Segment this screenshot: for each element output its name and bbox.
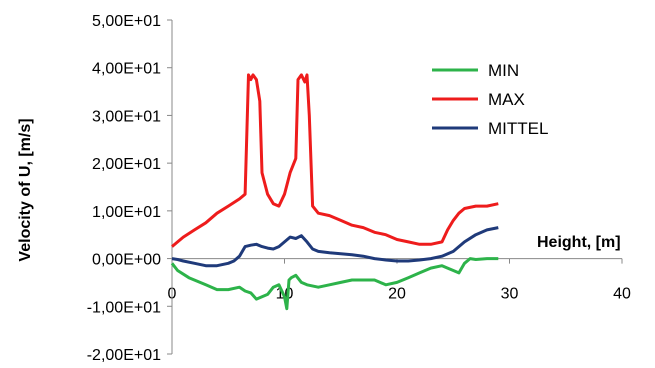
y-tick-label: 1,00E+01: [92, 204, 161, 221]
y-tick-label: 5,00E+01: [92, 13, 161, 30]
x-tick-label: 30: [501, 286, 519, 303]
y-axis-title: Velocity of U, [m/s]: [17, 118, 34, 261]
legend-label: MAX: [488, 90, 525, 109]
legend: MIN MAX MITTEL: [432, 61, 548, 138]
y-tick-label: 0,00E+00: [92, 252, 161, 269]
series-line-min: [170, 257, 499, 311]
y-tick-label: 4,00E+01: [92, 61, 161, 78]
series-lines: [170, 73, 499, 311]
legend-label: MITTEL: [488, 119, 548, 138]
legend-label: MIN: [488, 61, 519, 80]
y-tick-label: 2,00E+01: [92, 156, 161, 173]
y-tick-label: 3,00E+01: [92, 108, 161, 125]
y-axis-ticks: 5,00E+01 4,00E+01 3,00E+01 2,00E+01 1,00E+01…: [87, 13, 172, 364]
y-tick-label: -2,00E+01: [87, 347, 161, 364]
y-tick-label: -1,00E+01: [87, 299, 161, 316]
series-line-max: [171, 73, 499, 248]
x-tick-label: 40: [613, 286, 631, 303]
x-tick-label: 20: [388, 286, 406, 303]
series-line-mittel: [171, 226, 499, 268]
x-axis-title: Height, [m]: [537, 234, 621, 251]
